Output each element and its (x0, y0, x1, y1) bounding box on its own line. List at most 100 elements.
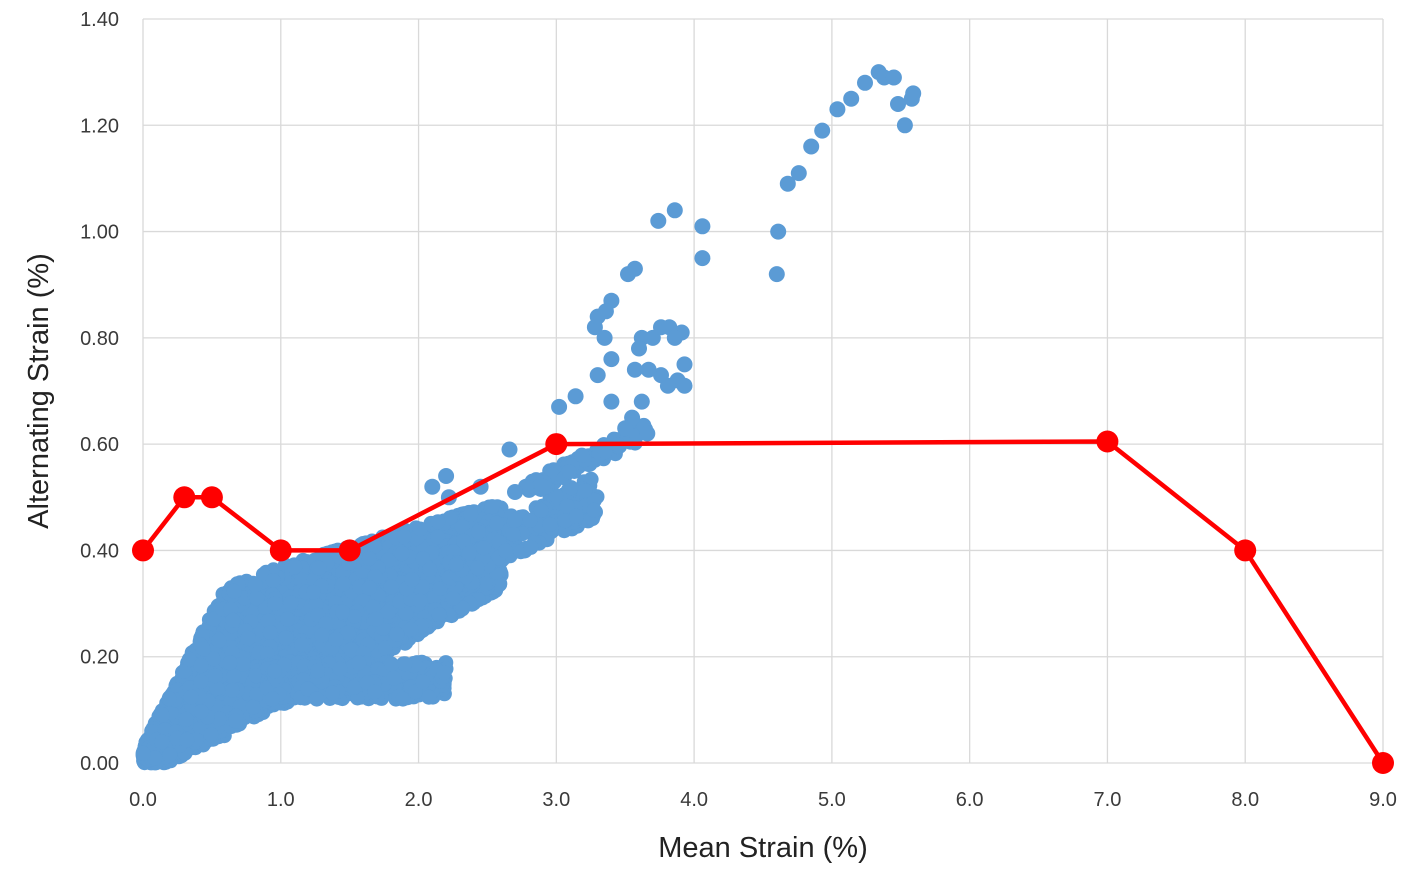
data-point (489, 515, 505, 531)
data-point (209, 680, 225, 696)
data-point (361, 580, 377, 596)
data-point (346, 679, 362, 695)
data-point (178, 711, 194, 727)
limit-point (132, 539, 154, 562)
data-point (260, 613, 276, 629)
data-point (421, 689, 437, 705)
data-point (507, 512, 523, 528)
data-point (803, 138, 820, 155)
data-point (574, 447, 590, 463)
data-point (248, 668, 264, 684)
data-point (335, 576, 351, 592)
data-point (412, 593, 428, 609)
x-tick-label: 3.0 (542, 789, 570, 811)
data-point (470, 524, 486, 540)
data-point (533, 502, 549, 518)
data-point (389, 626, 405, 642)
data-point (278, 630, 294, 646)
data-point (265, 573, 281, 588)
data-point (666, 329, 683, 346)
data-point (294, 637, 310, 652)
data-point (205, 651, 221, 667)
data-point (567, 388, 584, 405)
data-point (225, 682, 240, 698)
data-point (650, 212, 667, 229)
data-point (469, 560, 485, 576)
data-point (222, 655, 238, 671)
data-point (461, 545, 477, 561)
data-point (905, 85, 922, 102)
data-point (267, 596, 283, 611)
data-point (857, 74, 873, 91)
data-point (154, 734, 170, 750)
data-point (596, 329, 613, 346)
data-point (361, 551, 377, 566)
data-point (589, 367, 606, 384)
data-point (328, 631, 344, 647)
data-point (676, 356, 693, 373)
data-point (368, 611, 384, 627)
data-point (676, 377, 693, 394)
data-point (318, 616, 334, 632)
y-tick-label: 0.60 (80, 434, 119, 456)
data-point (484, 499, 500, 515)
data-point (347, 609, 362, 624)
data-point (617, 420, 634, 437)
x-tick-label: 1.0 (267, 789, 295, 811)
y-axis-title: Alternating Strain (%) (23, 253, 55, 529)
data-point (380, 604, 396, 620)
limit-series (132, 430, 1394, 774)
data-point (476, 540, 492, 556)
data-point (597, 444, 613, 460)
tick-labels: 0.0 1.0 2.0 3.0 4.0 5.0 6.0 7.0 8.0 9.0 0.00 0.20 0.… (80, 9, 1397, 811)
x-tick-label: 2.0 (405, 789, 433, 811)
data-point (206, 611, 222, 627)
data-point (249, 590, 265, 606)
data-point (507, 484, 523, 500)
data-point (365, 599, 381, 615)
x-tick-label: 4.0 (680, 789, 708, 811)
limit-point (269, 539, 292, 562)
data-point (501, 441, 518, 458)
y-tick-label: 1.40 (80, 9, 119, 31)
data-point (412, 521, 428, 537)
limit-point (1372, 752, 1394, 774)
data-point (179, 732, 195, 748)
data-point (770, 223, 787, 240)
data-point (311, 560, 327, 576)
data-point (183, 689, 199, 705)
x-tick-label: 8.0 (1231, 789, 1259, 811)
data-point (597, 303, 614, 320)
data-point (325, 685, 340, 701)
data-point (445, 590, 461, 606)
data-point (332, 661, 348, 677)
data-point (193, 658, 209, 674)
data-point (395, 691, 411, 707)
data-point (456, 533, 471, 549)
data-point (768, 266, 785, 283)
data-point (639, 425, 656, 442)
data-point (430, 514, 446, 530)
data-point (631, 340, 647, 357)
data-point (523, 539, 539, 555)
data-point (367, 684, 383, 700)
data-point (228, 713, 244, 729)
data-point (814, 122, 831, 139)
data-point (779, 175, 796, 192)
data-point (415, 674, 431, 690)
data-point (843, 90, 860, 107)
data-point (225, 612, 241, 628)
data-point (240, 630, 256, 646)
data-point (561, 464, 577, 480)
data-point (211, 711, 227, 727)
data-point (626, 361, 643, 378)
data-point (626, 260, 643, 277)
data-point (343, 642, 359, 658)
data-point (297, 658, 312, 674)
x-tick-label: 9.0 (1369, 789, 1397, 811)
data-point (211, 632, 227, 648)
limit-point (338, 539, 361, 562)
data-point (135, 745, 151, 761)
data-point (603, 351, 620, 368)
data-point (294, 572, 310, 588)
